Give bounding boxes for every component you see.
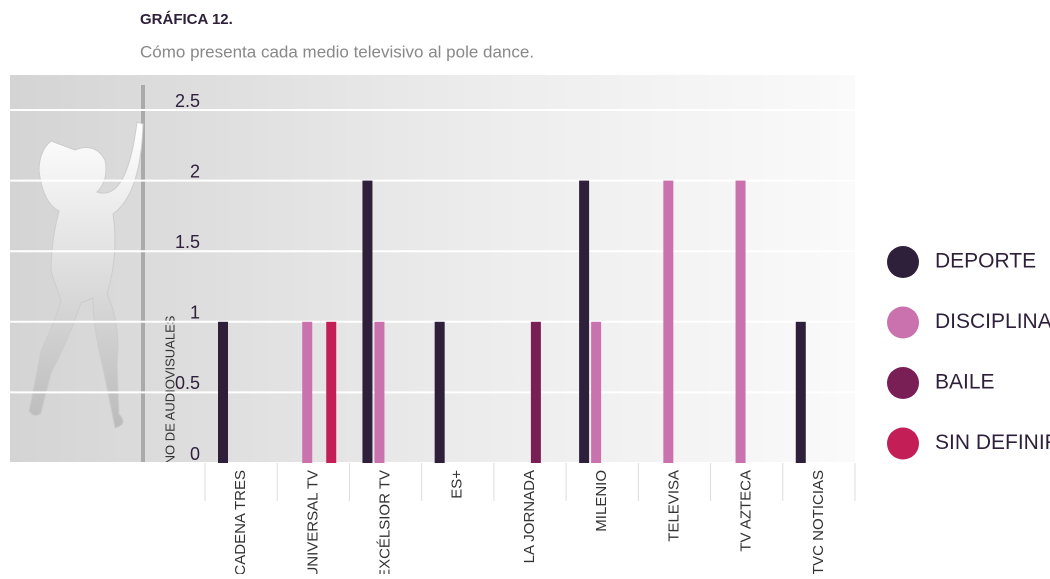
x-tick-label: MILENIO	[593, 470, 610, 532]
x-tick-label: UNIVERSAL TV	[304, 470, 321, 574]
legend-label: DEPORTE	[935, 250, 1036, 273]
legend-label: DISCIPLINA	[935, 310, 1050, 333]
y-tick-label: 2	[190, 161, 200, 181]
plot-background	[10, 75, 855, 463]
x-tick-label: EXCÉLSIOR TV	[377, 470, 394, 574]
bar	[579, 180, 590, 463]
x-tick-label: TELEVISA	[665, 470, 682, 542]
bar	[735, 180, 746, 463]
bar	[302, 321, 313, 463]
y-tick-label: 1	[190, 303, 200, 323]
y-tick-label: 1.5	[175, 232, 200, 252]
y-tick-label: 2.5	[175, 91, 200, 111]
bar	[530, 321, 541, 463]
chart-title: GRÁFICA 12.	[140, 11, 233, 28]
legend-swatch	[887, 427, 919, 460]
y-tick-label: 0.5	[175, 373, 200, 393]
legend-swatch	[887, 367, 919, 399]
bar	[663, 180, 674, 463]
y-tick-label: 0	[190, 444, 200, 464]
x-tick-label: CADENA TRES	[232, 470, 249, 574]
bar	[326, 321, 337, 463]
bar	[362, 180, 373, 463]
legend-swatch	[887, 246, 919, 278]
x-tick-label: ES+	[449, 470, 466, 499]
y-axis-label: NO DE AUDIOVISUALES	[162, 315, 177, 464]
bar	[374, 321, 385, 463]
x-tick-label: TV AZTECA	[738, 470, 755, 552]
legend-swatch	[887, 306, 919, 339]
bar	[434, 321, 445, 463]
chart-subtitle: Cómo presenta cada medio televisivo al p…	[140, 42, 534, 61]
legend-label: BAILE	[935, 371, 995, 394]
x-tick-label: TVC NOTICIAS	[810, 470, 827, 574]
legend-label: SIN DEFINIR	[935, 431, 1050, 454]
bar	[795, 321, 806, 463]
bar	[591, 321, 602, 463]
x-tick-label: LA JORNADA	[521, 470, 538, 563]
dancer-silhouette	[28, 121, 144, 429]
bar	[218, 321, 228, 463]
